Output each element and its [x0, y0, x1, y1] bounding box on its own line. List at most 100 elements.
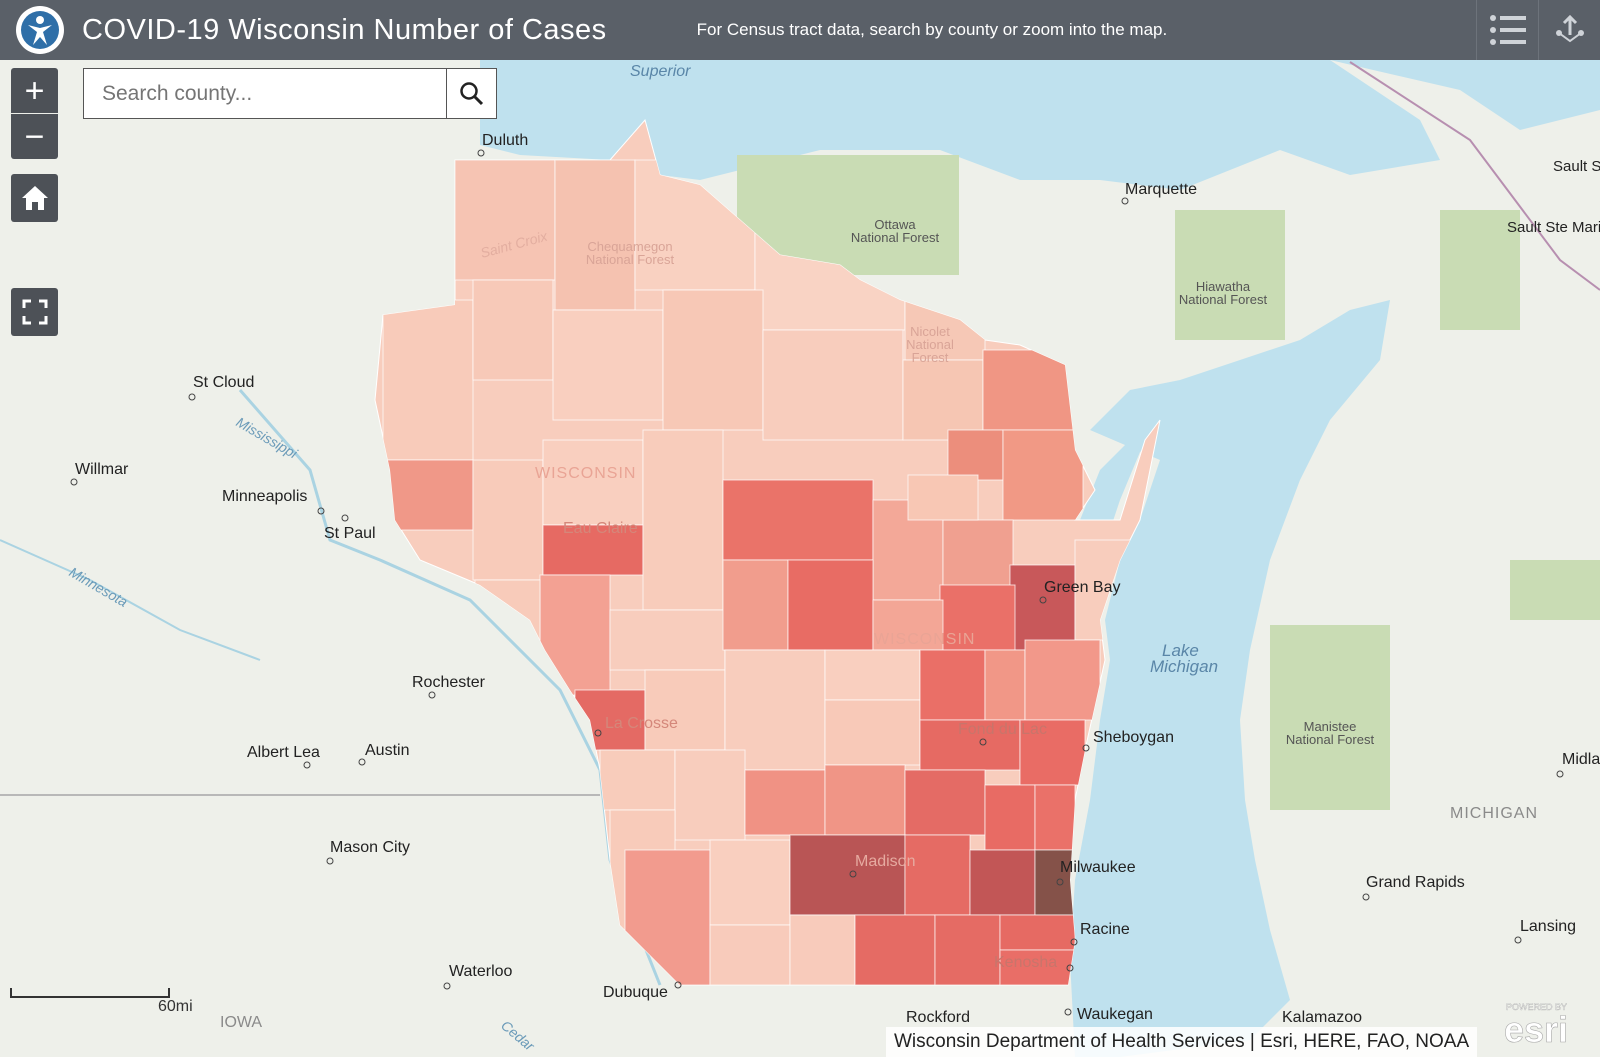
city-rochester: Rochester	[412, 674, 486, 691]
legend-button[interactable]	[1476, 0, 1538, 60]
city-eau-claire: Eau Claire	[563, 520, 638, 537]
county-green[interactable]	[789, 914, 856, 985]
city-austin: Austin	[365, 742, 409, 759]
city-dubuque: Dubuque	[603, 984, 668, 1001]
person-icon	[21, 11, 59, 49]
county-fond-du-lac[interactable]	[919, 719, 1021, 771]
county-oconto-n[interactable]	[947, 429, 1004, 481]
city-rockford: Rockford	[906, 1009, 970, 1026]
county-marathon[interactable]	[722, 479, 874, 561]
home-button[interactable]	[11, 174, 58, 222]
nicolet-forest-label: Nicolet National Forest	[906, 325, 954, 364]
hiawatha-forest-label: Hiawatha National Forest	[1179, 280, 1267, 306]
dhs-logo	[16, 6, 64, 54]
county-jefferson[interactable]	[904, 834, 971, 916]
county-columbia[interactable]	[824, 764, 906, 836]
county-langlade[interactable]	[907, 474, 979, 521]
city-sault-ste-marie-2: Sault Ste Marie	[1507, 219, 1600, 236]
chequamegon-forest-label: Chequamegon National Forest	[586, 240, 674, 266]
county-clark[interactable]	[642, 429, 724, 611]
county-sauk[interactable]	[744, 769, 826, 836]
city-sault-ste-marie-1: Sault Ste Marie	[1553, 158, 1600, 175]
search-icon	[459, 81, 483, 105]
county-dodge[interactable]	[904, 769, 986, 836]
lake-superior	[480, 60, 1440, 190]
county-washburn[interactable]	[472, 279, 554, 381]
county-manitowoc[interactable]	[1024, 639, 1101, 721]
lake-michigan-label-1: Lake	[1162, 641, 1199, 660]
county-dane[interactable]	[789, 834, 906, 916]
far-east-forest	[1510, 560, 1600, 620]
border-canada	[1349, 61, 1600, 291]
county-layer	[382, 159, 1136, 985]
county-forest[interactable]	[902, 359, 984, 441]
search-input[interactable]	[84, 69, 446, 118]
county-rock[interactable]	[854, 914, 936, 985]
county-oconto[interactable]	[1002, 429, 1084, 521]
scale-label: 60mi	[158, 998, 193, 1015]
city-st-paul: St Paul	[324, 525, 376, 542]
upper-lake-right	[1330, 60, 1600, 130]
county-menominee[interactable]	[942, 519, 1014, 591]
county-polk[interactable]	[382, 459, 474, 531]
city-labels: Duluth Marquette Sault Ste Marie Sault S…	[70, 132, 1600, 1026]
county-portage[interactable]	[787, 559, 874, 651]
county-douglas[interactable]	[454, 159, 556, 281]
list-icon	[1489, 15, 1526, 45]
county-waushara[interactable]	[824, 649, 921, 701]
search-button[interactable]	[446, 69, 496, 118]
lake-superior-label: Superior	[630, 63, 691, 80]
county-burnett[interactable]	[382, 299, 474, 461]
county-iowa[interactable]	[709, 839, 791, 926]
state-label-wisconsin-2: WISCONSIN	[874, 631, 975, 648]
city-marquette: Marquette	[1125, 181, 1197, 198]
county-ozaukee[interactable]	[1034, 784, 1076, 851]
zoom-in-button[interactable]: +	[11, 68, 58, 113]
home-icon	[21, 186, 48, 210]
scale-bar	[10, 988, 170, 998]
city-milwaukee: Milwaukee	[1060, 859, 1136, 876]
county-richland[interactable]	[674, 749, 746, 841]
county-wood[interactable]	[722, 559, 789, 651]
lake-michigan	[1070, 300, 1390, 1057]
app-header: COVID-19 Wisconsin Number of Cases For C…	[0, 0, 1600, 60]
county-kenosha[interactable]	[999, 949, 1076, 985]
fullscreen-button[interactable]	[11, 288, 58, 336]
county-lafayette[interactable]	[709, 924, 791, 985]
esri-powered-by: POWERED BY	[1506, 1002, 1567, 1012]
map-attribution: Wisconsin Department of Health Services …	[886, 1027, 1478, 1057]
county-walworth[interactable]	[934, 914, 1001, 985]
county-calumet[interactable]	[984, 649, 1026, 721]
county-marquette[interactable]	[824, 699, 921, 766]
city-waterloo: Waterloo	[449, 963, 513, 980]
county-winnebago[interactable]	[919, 649, 986, 721]
manistee-forest-label: Manistee National Forest	[1286, 720, 1374, 746]
county-eau-claire[interactable]	[542, 524, 644, 576]
county-marinette[interactable]	[982, 349, 1074, 431]
zoom-out-button[interactable]: −	[11, 114, 58, 159]
city-sheboygan: Sheboygan	[1093, 729, 1174, 746]
county-sheboygan[interactable]	[1019, 719, 1086, 786]
city-racine: Racine	[1080, 921, 1130, 938]
county-brown[interactable]	[1009, 564, 1076, 651]
city-green-bay: Green Bay	[1044, 579, 1120, 596]
county-vernon[interactable]	[599, 749, 676, 811]
county-dunn[interactable]	[542, 439, 644, 526]
county-price[interactable]	[662, 289, 764, 431]
county-st-croix[interactable]	[472, 459, 544, 581]
county-jackson[interactable]	[609, 609, 726, 671]
county-bayfield[interactable]	[554, 159, 636, 311]
county-oneida[interactable]	[762, 329, 904, 441]
share-button[interactable]	[1538, 0, 1600, 60]
city-duluth: Duluth	[482, 132, 528, 149]
county-washington[interactable]	[984, 784, 1036, 851]
state-label-wisconsin: WISCONSIN	[535, 465, 636, 482]
county-waukesha[interactable]	[969, 849, 1036, 916]
minnesota-river	[0, 539, 261, 661]
county-sawyer[interactable]	[552, 309, 664, 421]
county-monroe[interactable]	[644, 669, 726, 751]
city-midla: Midla	[1562, 751, 1600, 768]
county-racine[interactable]	[999, 914, 1076, 951]
hiawatha-forest	[1175, 210, 1285, 340]
